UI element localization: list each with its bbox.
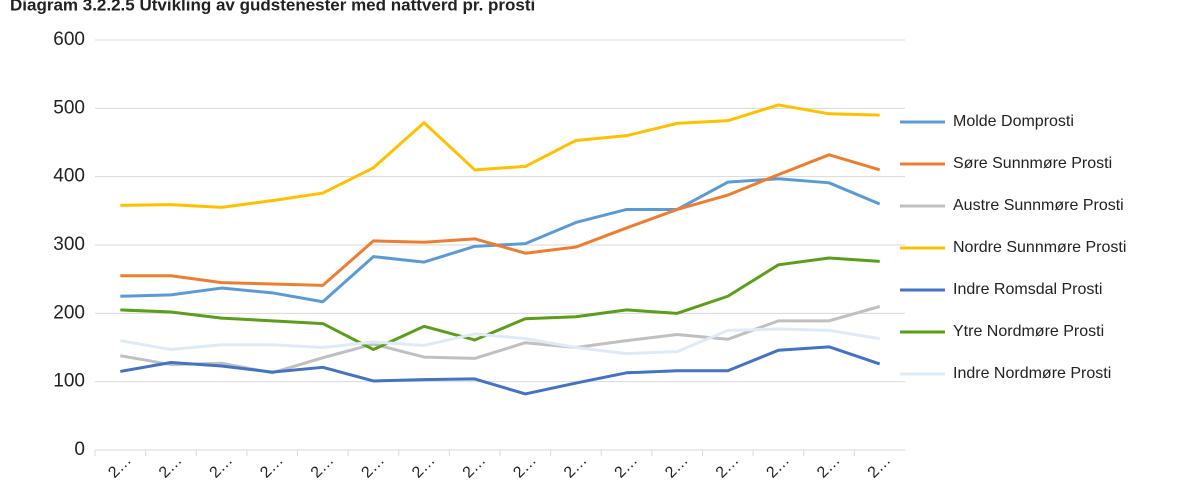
x-tick-label: 2… xyxy=(409,452,439,482)
legend-label: Nordre Sunnmøre Prosti xyxy=(953,239,1126,256)
legend-label: Austre Sunnmøre Prosti xyxy=(953,197,1124,214)
x-tick-label: 2… xyxy=(763,452,793,482)
x-tick-label: 2… xyxy=(814,452,844,482)
x-tick-label: 2… xyxy=(156,452,186,482)
y-tick-label: 0 xyxy=(74,439,85,460)
x-tick-label: 2… xyxy=(662,452,692,482)
x-tick-label: 2… xyxy=(358,452,388,482)
y-tick-label: 300 xyxy=(53,234,85,255)
legend-label: Molde Domprosti xyxy=(953,113,1074,130)
x-tick-label: 2… xyxy=(460,452,490,482)
x-tick-label: 2… xyxy=(561,452,591,482)
x-tick-label: 2… xyxy=(510,452,540,482)
legend-label: Ytre Nordmøre Prosti xyxy=(953,323,1104,340)
line-series xyxy=(120,345,881,396)
legend-label: Indre Romsdal Prosti xyxy=(953,281,1102,298)
line-series xyxy=(120,153,881,287)
y-tick-label: 200 xyxy=(53,302,85,323)
line-series xyxy=(120,327,880,356)
y-tick-label: 100 xyxy=(53,371,85,392)
x-tick-label: 2… xyxy=(105,452,135,482)
x-tick-label: 2… xyxy=(612,452,642,482)
legend-label: Søre Sunnmøre Prosti xyxy=(953,155,1112,172)
line-series xyxy=(120,103,880,209)
y-tick-label: 400 xyxy=(53,166,85,187)
x-tick-label: 2… xyxy=(308,452,338,482)
legend-label: Indre Nordmøre Prosti xyxy=(953,365,1111,382)
y-tick-label: 600 xyxy=(53,29,85,50)
x-tick-label: 2… xyxy=(257,452,287,482)
x-tick-label: 2… xyxy=(865,452,895,482)
chart-title: Diagram 3.2.2.5 Utvikling av gudsteneste… xyxy=(10,0,535,14)
y-tick-label: 500 xyxy=(53,97,85,118)
line-series xyxy=(120,305,881,375)
line-series xyxy=(120,256,880,352)
x-tick-label: 2… xyxy=(207,452,237,482)
x-tick-label: 2… xyxy=(713,452,743,482)
